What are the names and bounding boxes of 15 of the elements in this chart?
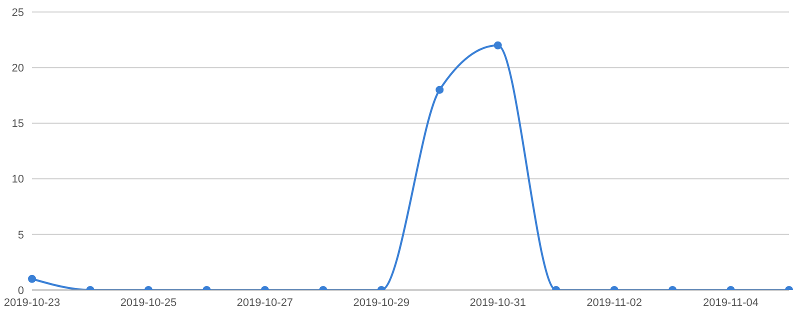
y-tick-label: 20 (12, 62, 24, 75)
x-tick-label: 2019-10-27 (236, 296, 294, 309)
y-tick-label: 10 (12, 174, 24, 186)
y-tick-label: 5 (18, 229, 24, 242)
x-tick-label: 2019-10-31 (470, 296, 526, 309)
y-tick-label: 15 (12, 118, 24, 130)
x-tick-label: 2019-11-02 (586, 296, 642, 309)
point (436, 86, 444, 94)
y-tick-label: 25 (12, 6, 24, 19)
y-tick-label: 0 (18, 284, 24, 297)
x-tick-label: 2019-10-23 (4, 296, 60, 309)
point (494, 41, 502, 50)
x-tick-label: 2019-10-29 (353, 296, 410, 309)
x-tick-label: 2019-10-25 (120, 296, 177, 309)
x-tick-label: 2019-11-04 (703, 296, 758, 309)
